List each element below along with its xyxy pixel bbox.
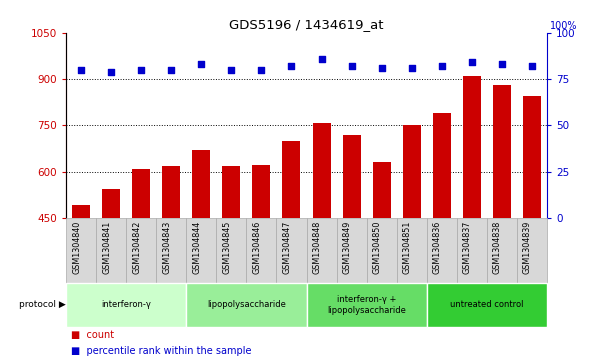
FancyBboxPatch shape [397, 218, 427, 283]
Point [317, 56, 326, 61]
Point [467, 60, 477, 65]
Text: GSM1304837: GSM1304837 [463, 221, 472, 274]
Text: GSM1304839: GSM1304839 [523, 221, 532, 274]
FancyBboxPatch shape [276, 218, 307, 283]
Bar [162, 166, 180, 218]
Point [437, 63, 447, 69]
FancyBboxPatch shape [96, 218, 126, 283]
Text: GSM1304847: GSM1304847 [282, 221, 291, 274]
Bar [463, 76, 481, 218]
Bar [132, 170, 150, 218]
FancyBboxPatch shape [457, 218, 487, 283]
Text: ■  percentile rank within the sample: ■ percentile rank within the sample [71, 346, 251, 356]
FancyBboxPatch shape [216, 218, 246, 283]
Bar [373, 162, 391, 218]
Point [136, 67, 146, 73]
Text: GSM1304850: GSM1304850 [373, 221, 382, 274]
Bar [222, 166, 240, 218]
Text: GSM1304849: GSM1304849 [343, 221, 352, 274]
Point [377, 65, 386, 71]
Text: interferon-γ +
lipopolysaccharide: interferon-γ + lipopolysaccharide [327, 295, 406, 315]
Bar [252, 166, 270, 218]
Point [347, 63, 356, 69]
FancyBboxPatch shape [66, 283, 186, 327]
FancyBboxPatch shape [156, 218, 186, 283]
Bar [403, 125, 421, 218]
Point [497, 61, 507, 67]
Text: GSM1304842: GSM1304842 [132, 221, 141, 274]
Bar [313, 123, 331, 218]
Text: GSM1304845: GSM1304845 [222, 221, 231, 274]
Point [76, 67, 86, 73]
Text: 100%: 100% [550, 21, 577, 31]
FancyBboxPatch shape [307, 283, 427, 327]
FancyBboxPatch shape [427, 218, 457, 283]
Text: lipopolysaccharide: lipopolysaccharide [207, 301, 286, 309]
Text: protocol ▶: protocol ▶ [19, 301, 66, 309]
Text: ■  count: ■ count [71, 330, 114, 340]
Point [527, 63, 537, 69]
Point [257, 67, 266, 73]
Bar [493, 85, 511, 218]
FancyBboxPatch shape [427, 283, 547, 327]
Bar [433, 113, 451, 218]
Text: GSM1304836: GSM1304836 [433, 221, 442, 274]
Text: GSM1304843: GSM1304843 [162, 221, 171, 274]
Bar [192, 150, 210, 218]
FancyBboxPatch shape [186, 218, 216, 283]
Bar [343, 135, 361, 218]
Text: GSM1304851: GSM1304851 [403, 221, 412, 274]
Text: untreated control: untreated control [450, 301, 523, 309]
FancyBboxPatch shape [307, 218, 337, 283]
Bar [72, 205, 90, 218]
Point [197, 61, 206, 67]
FancyBboxPatch shape [66, 218, 96, 283]
Point [166, 67, 176, 73]
Text: interferon-γ: interferon-γ [102, 301, 151, 309]
Bar [282, 141, 300, 218]
FancyBboxPatch shape [126, 218, 156, 283]
Bar [102, 189, 120, 218]
Text: GSM1304838: GSM1304838 [493, 221, 502, 274]
Text: GSM1304848: GSM1304848 [313, 221, 322, 274]
Text: GSM1304844: GSM1304844 [192, 221, 201, 274]
FancyBboxPatch shape [246, 218, 276, 283]
Text: GSM1304841: GSM1304841 [102, 221, 111, 274]
FancyBboxPatch shape [186, 283, 307, 327]
Text: GSM1304840: GSM1304840 [72, 221, 81, 274]
Bar [523, 96, 541, 218]
FancyBboxPatch shape [487, 218, 517, 283]
Title: GDS5196 / 1434619_at: GDS5196 / 1434619_at [229, 19, 384, 32]
FancyBboxPatch shape [517, 218, 547, 283]
FancyBboxPatch shape [337, 218, 367, 283]
FancyBboxPatch shape [367, 218, 397, 283]
Point [227, 67, 236, 73]
Point [407, 65, 416, 71]
Text: GSM1304846: GSM1304846 [252, 221, 261, 274]
Point [106, 69, 116, 74]
Point [287, 63, 296, 69]
